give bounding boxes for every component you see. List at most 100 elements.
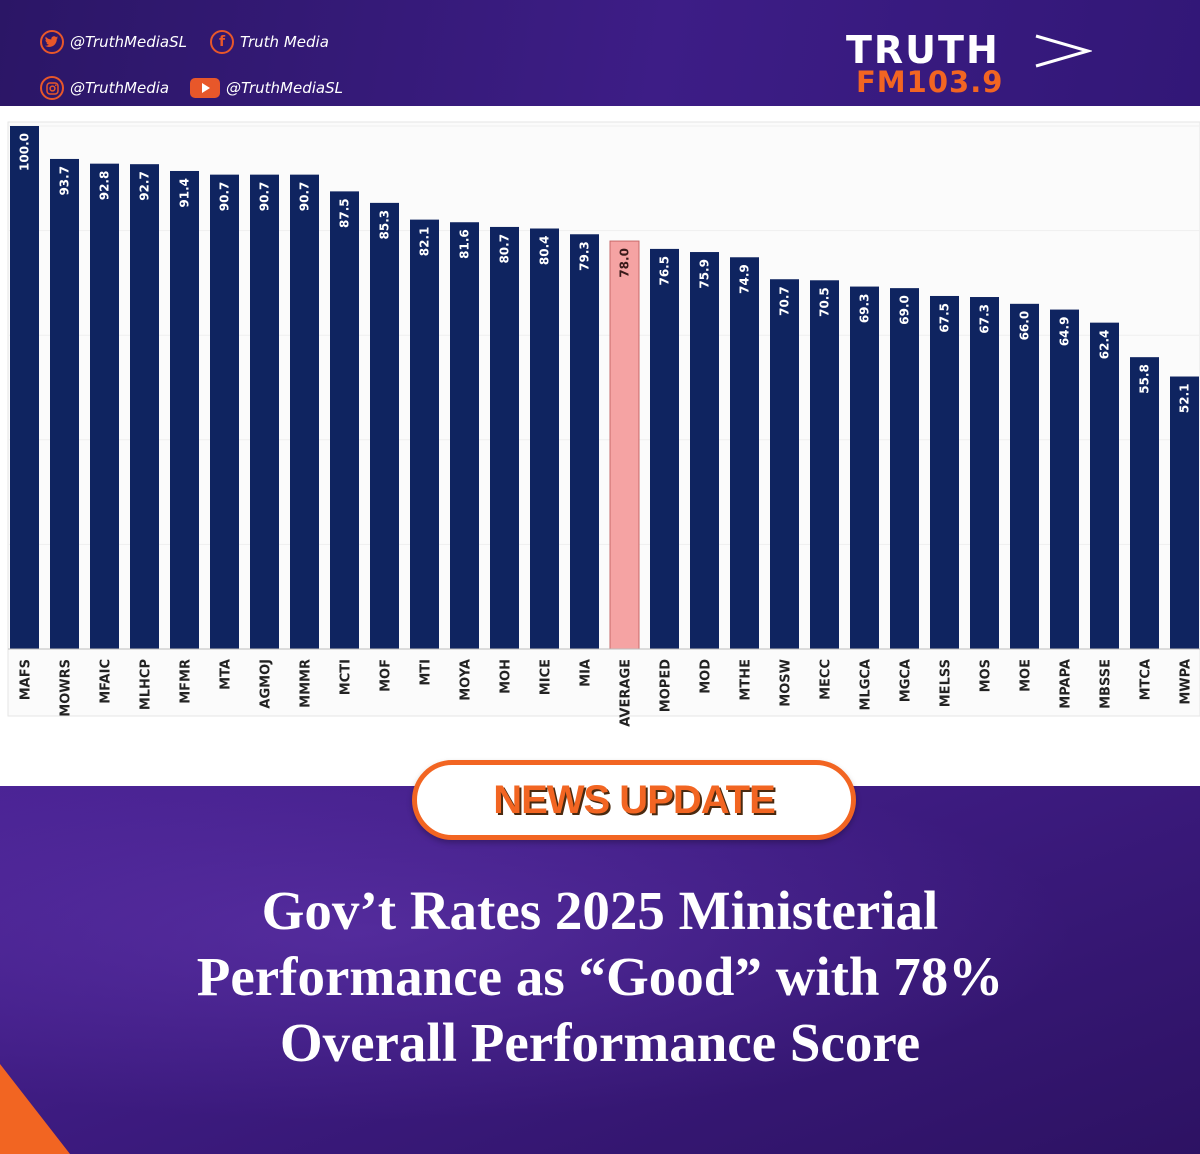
bar-melss bbox=[930, 295, 959, 649]
facebook-handle-text: Truth Media bbox=[240, 33, 329, 51]
category-label-moped: MOPED bbox=[659, 659, 674, 712]
bar-mowrs bbox=[50, 158, 79, 649]
value-label-mlgca: 69.3 bbox=[858, 294, 872, 324]
value-label-mia: 79.3 bbox=[578, 241, 592, 271]
brand-frequency: FM103.9 bbox=[856, 65, 1004, 99]
bar-mcti bbox=[330, 191, 359, 649]
youtube-icon bbox=[190, 78, 220, 98]
news-update-badge: NEWS UPDATE bbox=[412, 760, 856, 840]
bar-mia bbox=[570, 234, 599, 650]
twitter-icon bbox=[40, 30, 64, 54]
brand-name: TRUTH bbox=[846, 28, 1000, 72]
category-label-melss: MELSS bbox=[939, 659, 954, 707]
category-label-mcti: MCTI bbox=[339, 659, 354, 695]
headline-line-3: Overall Performance Score bbox=[279, 1012, 921, 1073]
corner-accent bbox=[0, 1064, 70, 1154]
value-label-melss: 67.5 bbox=[938, 303, 952, 333]
category-label-moya: MOYA bbox=[459, 659, 474, 701]
bar-average bbox=[609, 240, 640, 650]
bar-mwpa bbox=[1170, 376, 1199, 649]
headline: Gov’t Rates 2025 Ministerial Performance… bbox=[60, 878, 1140, 1076]
facebook-handle[interactable]: f Truth Media bbox=[210, 30, 329, 54]
facebook-icon: f bbox=[210, 30, 234, 54]
category-label-mos: MOS bbox=[979, 659, 994, 692]
bar-mof bbox=[370, 202, 399, 650]
bar-mfaic bbox=[90, 163, 119, 649]
value-label-mfaic: 92.8 bbox=[98, 171, 112, 201]
bar-mos bbox=[970, 297, 999, 649]
twitter-handle-text: @TruthMediaSL bbox=[70, 33, 187, 51]
brand-logo: TRUTH FM103.9 bbox=[846, 30, 1106, 100]
category-label-mecc: MECC bbox=[819, 659, 834, 700]
instagram-handle-text: @TruthMedia bbox=[70, 79, 170, 97]
category-label-moh: MOH bbox=[499, 659, 514, 694]
value-label-mtca: 55.8 bbox=[1138, 364, 1152, 394]
value-label-mbsse: 62.4 bbox=[1098, 330, 1112, 360]
value-label-mfmr: 91.4 bbox=[178, 178, 192, 208]
category-label-mgca: MGCA bbox=[899, 659, 914, 702]
category-label-mia: MIA bbox=[579, 659, 594, 687]
bar-moya bbox=[450, 222, 479, 649]
bar-mecc bbox=[810, 280, 839, 649]
bar-moh bbox=[490, 226, 519, 649]
headline-line-2: Performance as “Good” with 78% bbox=[196, 946, 1004, 1007]
category-label-mta: MTA bbox=[219, 659, 234, 690]
category-label-mti: MTI bbox=[419, 659, 434, 686]
category-label-mlhcp: MLHCP bbox=[139, 659, 154, 710]
value-label-mof: 85.3 bbox=[378, 210, 392, 240]
value-label-moya: 81.6 bbox=[458, 229, 472, 259]
category-label-average: AVERAGE bbox=[619, 659, 634, 727]
value-label-mmmr: 90.7 bbox=[298, 182, 312, 212]
category-label-mpapa: MPAPA bbox=[1059, 659, 1074, 709]
category-label-mmmr: MMMR bbox=[299, 659, 314, 708]
value-label-mgca: 69.0 bbox=[898, 295, 912, 325]
category-label-mafs: MAFS bbox=[19, 659, 34, 700]
bar-chart: 100.0 MAFS 93.7 MOWRS 92.8 MFAIC 92.7 MLHCP 91.4… bbox=[7, 121, 1200, 727]
bar-mod bbox=[690, 252, 719, 649]
value-label-mta: 90.7 bbox=[218, 182, 232, 212]
value-label-moped: 76.5 bbox=[658, 256, 672, 286]
value-label-mos: 67.3 bbox=[978, 304, 992, 334]
category-label-mosw: MOSW bbox=[779, 659, 794, 707]
value-label-moh: 80.7 bbox=[498, 234, 512, 264]
bar-mafs bbox=[10, 126, 39, 649]
bar-mosw bbox=[770, 279, 799, 649]
value-label-average: 78.0 bbox=[618, 248, 632, 278]
instagram-handle[interactable]: @TruthMedia bbox=[40, 76, 169, 100]
value-label-moe: 66.0 bbox=[1018, 311, 1032, 341]
bar-mfmr bbox=[170, 170, 199, 649]
bar-mtca bbox=[1130, 357, 1159, 649]
category-label-mice: MICE bbox=[539, 659, 554, 695]
bar-moe bbox=[1010, 303, 1039, 649]
youtube-handle-text: @TruthMediaSL bbox=[226, 79, 343, 97]
category-label-mtca: MTCA bbox=[1139, 659, 1154, 700]
bar-mti bbox=[410, 219, 439, 649]
category-label-mwpa: MWPA bbox=[1179, 659, 1194, 705]
youtube-handle[interactable]: @TruthMediaSL bbox=[190, 78, 343, 98]
value-label-mosw: 70.7 bbox=[778, 286, 792, 316]
bar-mgca bbox=[890, 288, 919, 649]
bar-mlhcp bbox=[130, 164, 159, 649]
headline-panel: Gov’t Rates 2025 Ministerial Performance… bbox=[0, 786, 1200, 1154]
category-label-mlgca: MLGCA bbox=[859, 659, 874, 711]
value-label-mti: 82.1 bbox=[418, 227, 432, 257]
value-label-mlhcp: 92.7 bbox=[138, 171, 152, 201]
category-label-mod: MOD bbox=[699, 659, 714, 694]
value-label-mowrs: 93.7 bbox=[58, 166, 72, 196]
category-label-mfaic: MFAIC bbox=[99, 659, 114, 704]
value-label-mthe: 74.9 bbox=[738, 264, 752, 294]
twitter-handle[interactable]: @TruthMediaSL bbox=[40, 30, 187, 54]
bar-mthe bbox=[730, 257, 759, 649]
value-label-agmoj: 90.7 bbox=[258, 182, 272, 212]
category-label-moe: MOE bbox=[1019, 659, 1034, 692]
bar-moped bbox=[650, 248, 679, 649]
headline-line-1: Gov’t Rates 2025 Ministerial bbox=[261, 880, 939, 941]
top-banner: @TruthMediaSL f Truth Media @TruthMedia … bbox=[0, 0, 1200, 106]
value-label-mwpa: 52.1 bbox=[1178, 384, 1192, 414]
bar-mpapa bbox=[1050, 309, 1079, 649]
value-label-mpapa: 64.9 bbox=[1058, 317, 1072, 347]
category-label-mof: MOF bbox=[379, 659, 394, 692]
instagram-icon bbox=[40, 76, 64, 100]
category-label-agmoj: AGMOJ bbox=[259, 659, 274, 709]
bar-mmmr bbox=[290, 174, 319, 649]
